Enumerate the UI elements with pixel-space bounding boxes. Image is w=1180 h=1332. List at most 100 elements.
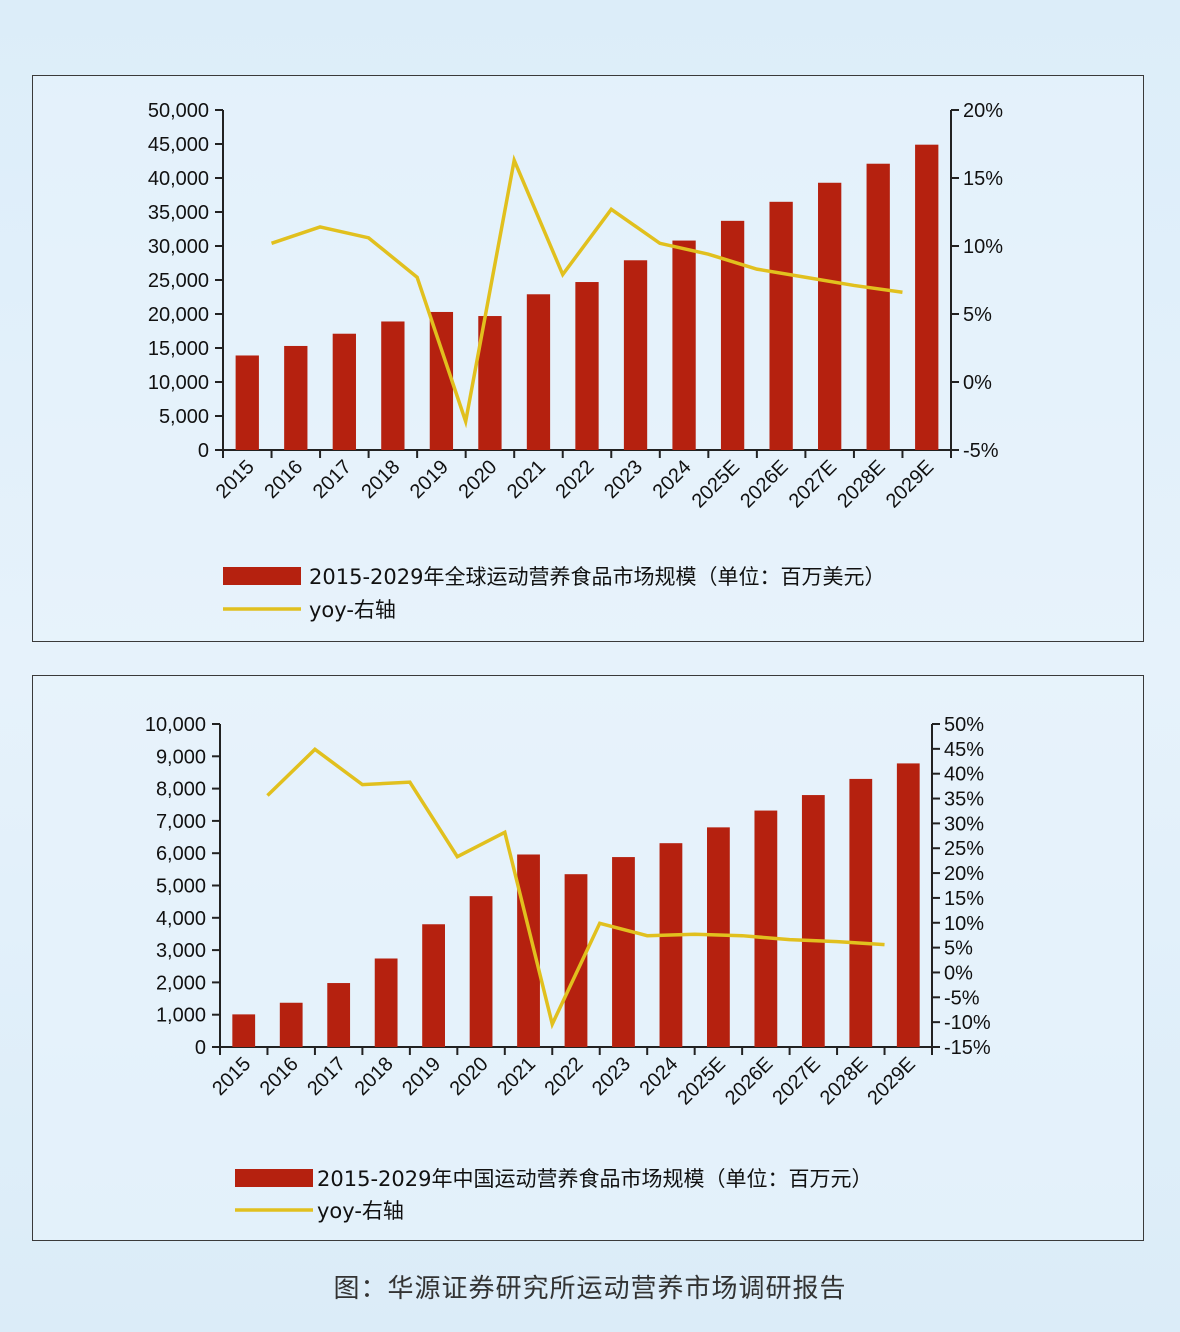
bar [866,163,890,450]
bar [896,763,920,1047]
right-axis-tick-label: 45% [944,739,984,761]
legend-bar-label: 2015-2029年中国运动营养食品市场规模（单位：百万元） [317,1167,872,1191]
legend-line-label: yoy-右轴 [309,598,396,622]
x-axis-category-label: 2027E [785,456,841,512]
right-axis-tick-label: -5% [944,987,980,1009]
caption-prefix: 图： [333,1274,388,1304]
x-axis-category-label: 2020 [446,1053,493,1100]
bar [526,294,551,450]
left-axis-tick-label: 7,000 [156,811,206,833]
x-axis-category-label: 2023 [588,1053,635,1100]
caption-text: 华源证券研究所运动营养市场调研报告 [387,1274,847,1304]
legend-line-label: yoy-右轴 [317,1199,404,1223]
bar [849,778,873,1047]
left-axis-tick-label: 0 [198,440,209,462]
right-axis-tick-label: 10% [963,236,1003,258]
chart-global-sports-nutrition: 0 5,000 10,000 15,000 20,000 25,000 30,000 35,0… [148,100,1003,622]
bar [469,896,493,1047]
right-axis-tick-label: 15% [944,888,984,910]
bar [575,282,599,450]
bar [769,201,793,450]
x-axis-category-label: 2017 [309,456,356,503]
left-axis-tick-label: 6,000 [156,843,206,865]
right-axis-tick-label: 10% [944,913,984,935]
bar [707,827,730,1047]
x-axis-category-label: 2018 [357,456,404,503]
x-axis-category-label: 2026E [736,456,792,512]
right-axis-tick-label: 15% [963,168,1003,190]
left-axis-tick-label: 10,000 [145,714,206,736]
chart-china-sports-nutrition: 0 1,000 2,000 3,000 4,000 5,000 6,000 7,000 8,00… [145,714,991,1223]
x-axis-category-label: 2026E [721,1053,777,1109]
yoy-line [270,154,903,429]
yoy-line [266,747,885,1030]
bar [232,1014,256,1047]
bar [672,240,696,450]
x-axis-category-label: 2016 [260,456,307,503]
bar [381,321,405,450]
left-axis-tick-label: 9,000 [156,746,206,768]
right-axis-tick-label: 40% [944,764,984,786]
bar [612,857,635,1047]
right-axis-tick-label: 0% [963,372,992,394]
x-axis-category-label: 2018 [351,1053,398,1100]
right-axis-tick-label: 20% [963,100,1003,122]
x-axis-category-label: 2015 [208,1053,255,1100]
x-axis-category-label: 2022 [552,456,599,503]
bar [279,1002,303,1047]
bar [915,144,939,450]
right-axis-tick-label: 25% [944,838,984,860]
left-axis-tick-label: 20,000 [148,304,209,326]
left-axis-tick-label: 10,000 [148,372,209,394]
bar [374,958,398,1047]
left-axis-tick-label: 2,000 [156,972,206,994]
bar [564,874,588,1047]
left-axis-tick-label: 5,000 [156,876,206,898]
x-axis-category-label: 2017 [303,1053,350,1100]
left-axis-tick-label: 4,000 [156,908,206,930]
left-axis-tick-label: 35,000 [148,202,209,224]
x-axis-category-label: 2023 [600,456,647,503]
right-axis-tick-label: -15% [944,1037,991,1059]
x-axis-category-label: 2025E [673,1053,729,1109]
right-axis-tick-label: 50% [944,714,984,736]
left-axis-tick-label: 50,000 [148,100,209,122]
x-axis-category-label: 2025E [688,456,744,512]
right-axis-tick-label: -5% [963,440,999,462]
left-axis-tick-label: 5,000 [159,406,209,428]
x-axis-category-label: 2028E [816,1053,872,1109]
bar [327,983,351,1047]
right-axis-tick-label: 35% [944,789,984,811]
x-axis-category-label: 2020 [454,456,501,503]
left-axis-tick-label: 3,000 [156,940,206,962]
right-axis-tick-label: -10% [944,1012,991,1034]
x-axis-category-label: 2019 [398,1053,445,1100]
left-axis-tick-label: 45,000 [148,134,209,156]
bar [623,260,648,450]
x-axis-category-label: 2028E [833,456,889,512]
bar [720,220,745,450]
x-axis-category-label: 2021 [493,1053,540,1100]
x-axis-category-label: 2027E [768,1053,824,1109]
right-axis-tick-label: 30% [944,813,984,835]
x-axis-category-label: 2029E [882,456,938,512]
chart-panel-global: 0 5,000 10,000 15,000 20,000 25,000 30,000 35,0… [32,75,1144,642]
bar [235,355,259,450]
chart-panel-china: 0 1,000 2,000 3,000 4,000 5,000 6,000 7,000 8,00… [32,675,1144,1241]
x-axis-category-label: 2016 [256,1053,303,1100]
bar [332,333,356,450]
figure-caption: 图：华源证券研究所运动营养市场调研报告 [0,1268,1180,1305]
right-axis-tick-label: 5% [963,304,992,326]
bar [284,345,308,450]
right-axis-tick-label: 20% [944,863,984,885]
left-axis-tick-label: 1,000 [156,1005,206,1027]
legend-bar-swatch [223,567,301,585]
x-axis-category-label: 2019 [406,456,453,503]
left-axis-tick-label: 15,000 [148,338,209,360]
right-axis-tick-label: 5% [944,938,973,960]
left-axis-tick-label: 25,000 [148,270,209,292]
left-axis-tick-label: 40,000 [148,168,209,190]
x-axis-category-label: 2029E [863,1053,919,1109]
bar [478,316,502,450]
bar [429,311,454,450]
